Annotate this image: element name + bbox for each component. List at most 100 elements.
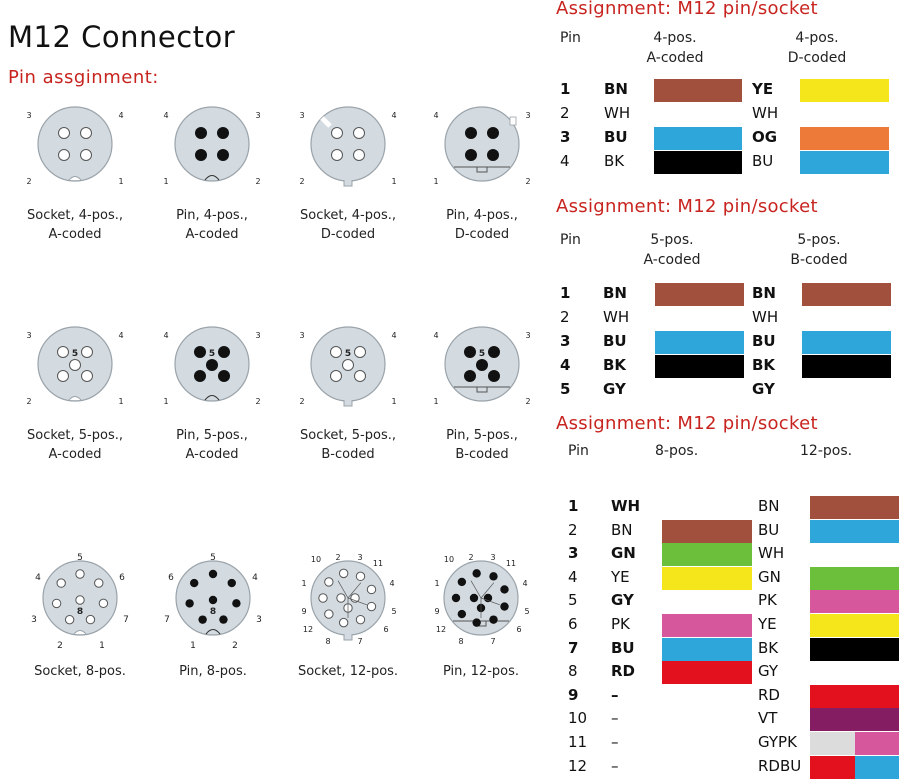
pin-number-label: 1: [301, 579, 306, 588]
pin-number-label: 8: [325, 637, 330, 646]
pin-number-label: 1: [391, 177, 396, 186]
table3-code-12pos: WH: [758, 544, 784, 562]
svg-text:5: 5: [209, 349, 215, 359]
color-swatch: [810, 496, 899, 519]
table2-code-a: BU: [603, 332, 627, 350]
table3-code-12pos: BN: [758, 497, 780, 515]
table3-code-12pos: YE: [758, 615, 777, 633]
pin-number-label: 2: [57, 641, 63, 648]
table3-code-8pos: RD: [611, 662, 635, 680]
connector-label-line1: Pin, 5-pos.,: [417, 426, 547, 445]
table3-code-8pos: BU: [611, 639, 635, 657]
connector-label: Pin, 12-pos.: [416, 662, 546, 681]
color-swatch: [655, 331, 744, 354]
table2-header-b-line2: B-coded: [764, 250, 874, 270]
connector-label-line2: A-coded: [147, 445, 277, 464]
table1-code-a: WH: [604, 104, 630, 122]
table3-code-12pos: RDBU: [758, 757, 801, 775]
color-swatch: [810, 520, 899, 543]
table2-header-b-line1: 5-pos.: [764, 230, 874, 250]
pin-number-label: 2: [26, 177, 31, 186]
table3-pin-9: 9: [568, 686, 578, 704]
color-swatch: [654, 151, 742, 174]
pin-number-label: 4: [433, 331, 438, 340]
table3-code-8pos: GY: [611, 591, 634, 609]
table1-code-b: BU: [752, 152, 773, 170]
connector-label-line2: B-coded: [283, 445, 413, 464]
table3-pin-12: 12: [568, 757, 587, 775]
connector-label-line2: D-coded: [417, 225, 547, 244]
table3-code-12pos: PK: [758, 591, 777, 609]
table1-header-a-line1: 4-pos.: [620, 28, 730, 48]
connector-label-line1: Pin, 12-pos.: [416, 662, 546, 681]
color-swatch: [810, 708, 899, 731]
table2-pin-2: 2: [560, 308, 570, 326]
table2-code-a: WH: [603, 308, 629, 326]
pin-number-label: 2: [255, 397, 260, 406]
table3-code-8pos: PK: [611, 615, 630, 633]
table3-header-pin: Pin: [568, 441, 589, 461]
connector-label-line1: Pin, 4-pos.,: [147, 206, 277, 225]
table2-header-b: 5-pos. B-coded: [764, 230, 874, 270]
table1-pin-2: 2: [560, 104, 570, 122]
pin-number-label: 4: [389, 579, 394, 588]
svg-text:5: 5: [72, 349, 78, 359]
connector-label-line2: A-coded: [10, 225, 140, 244]
table3-code-12pos: RD: [758, 686, 780, 704]
connector-label-line1: Pin, 5-pos.,: [147, 426, 277, 445]
table1-header-a: 4-pos. A-coded: [620, 28, 730, 68]
table3-pin-5: 5: [568, 591, 578, 609]
table1-header-pin: Pin: [560, 28, 581, 48]
pin-number-label: 6: [383, 625, 388, 634]
pin-number-label: 3: [26, 111, 31, 120]
connector-label: Socket, 12-pos.: [283, 662, 413, 681]
pin-number-label: 1: [163, 397, 168, 406]
pin-number-label: 2: [525, 177, 530, 186]
connector-label: Pin, 5-pos.,B-coded: [417, 426, 547, 464]
connector-label: Pin, 8-pos.: [148, 662, 278, 681]
connector-label: Socket, 4-pos.,D-coded: [283, 206, 413, 244]
color-swatch: [855, 756, 899, 779]
color-swatch: [655, 355, 744, 378]
pin-number-label: 1: [433, 177, 438, 186]
table3-code-12pos: GY: [758, 662, 778, 680]
pin-number-label: 2: [299, 397, 304, 406]
pin-number-label: 5: [210, 553, 216, 563]
table2-header-pin: Pin: [560, 230, 581, 250]
pin-number-label: 4: [522, 579, 527, 588]
pin-number-label: 2: [26, 397, 31, 406]
table3-title: Assignment: M12 pin/socket: [556, 413, 818, 434]
table3-code-8pos: WH: [611, 497, 640, 515]
connector-label: Socket, 8-pos.: [15, 662, 145, 681]
table2-pin-1: 1: [560, 284, 570, 302]
pin-number-label: 4: [118, 331, 123, 340]
color-swatch: [810, 590, 899, 613]
connector-label-line1: Socket, 4-pos.,: [10, 206, 140, 225]
color-swatch: [810, 614, 899, 637]
pin-number-label: 4: [163, 331, 168, 340]
pin-number-label: 3: [299, 331, 304, 340]
connector-label-line1: Socket, 4-pos.,: [283, 206, 413, 225]
table1-header-b-line1: 4-pos.: [762, 28, 872, 48]
table3-code-8pos: BN: [611, 521, 633, 539]
pin-number-label: 1: [391, 397, 396, 406]
pin-number-label: 11: [506, 559, 516, 568]
table3-code-12pos: VT: [758, 709, 777, 727]
table2-pin-3: 3: [560, 332, 570, 350]
pin-number-label: 4: [391, 111, 396, 120]
pin-number-label: 3: [357, 553, 362, 562]
color-swatch: [800, 151, 889, 174]
pin-number-label: 2: [299, 177, 304, 186]
table3-code-8pos: –: [611, 686, 619, 704]
table2-code-b: BK: [752, 356, 775, 374]
pin-number-label: 3: [31, 615, 37, 625]
table1-code-a: BK: [604, 152, 624, 170]
table3-pin-2: 2: [568, 521, 578, 539]
